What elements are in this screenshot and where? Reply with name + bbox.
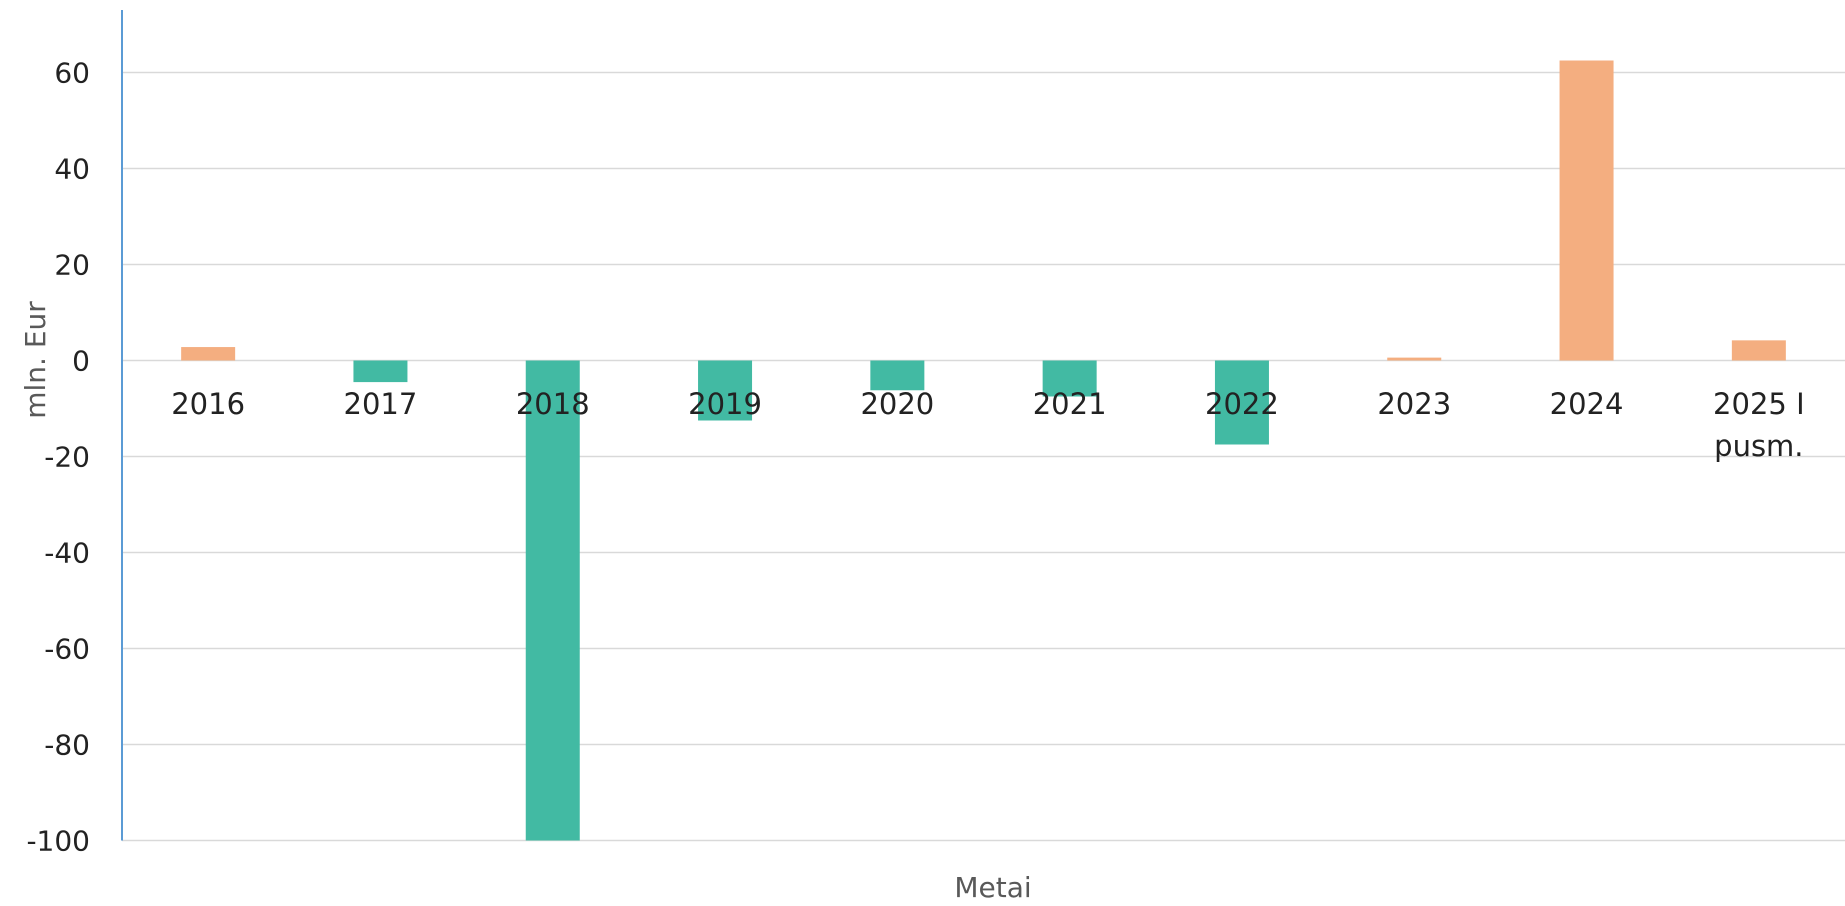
bar <box>353 360 408 383</box>
bar <box>1559 60 1614 361</box>
y-tick-label: -40 <box>44 537 90 570</box>
bar <box>698 360 753 421</box>
bar <box>1387 357 1442 361</box>
x-tick-label: 2025 I <box>1713 387 1805 421</box>
y-tick-label: 0 <box>72 345 90 378</box>
bar <box>1214 360 1269 445</box>
x-tick-label: 2019 <box>688 387 762 421</box>
y-tick-label: 20 <box>54 249 90 282</box>
x-tick-label: 2021 <box>1033 387 1107 421</box>
bar <box>525 360 580 841</box>
x-tick-label: 2018 <box>516 387 590 421</box>
bar <box>1731 340 1786 361</box>
bar <box>181 347 236 361</box>
bars <box>181 60 1786 841</box>
labels: 60 40 20 0 -20 -40 -60 -80 -100 2016 2017 2018 2019 2… <box>26 57 1804 858</box>
x-tick-label: 2024 <box>1550 387 1624 421</box>
x-tick-label: pusm. <box>1714 429 1803 463</box>
x-tick-label: 2023 <box>1377 387 1451 421</box>
bar <box>870 360 925 391</box>
bar <box>1042 360 1097 397</box>
y-tick-label: -100 <box>26 825 90 858</box>
y-tick-label: 60 <box>54 57 90 90</box>
y-tick-label: -80 <box>44 729 90 762</box>
x-tick-label: 2020 <box>860 387 934 421</box>
y-tick-label: -20 <box>44 441 90 474</box>
x-tick-label: 2022 <box>1205 387 1279 421</box>
x-tick-label: 2016 <box>171 387 245 421</box>
y-tick-label: 40 <box>54 153 90 186</box>
gridlines <box>122 71 1845 842</box>
y-axis-title: mln. Eur <box>19 301 52 419</box>
y-tick-label: -60 <box>44 633 90 666</box>
x-axis-title: Metai <box>954 871 1031 902</box>
x-tick-label: 2017 <box>344 387 418 421</box>
